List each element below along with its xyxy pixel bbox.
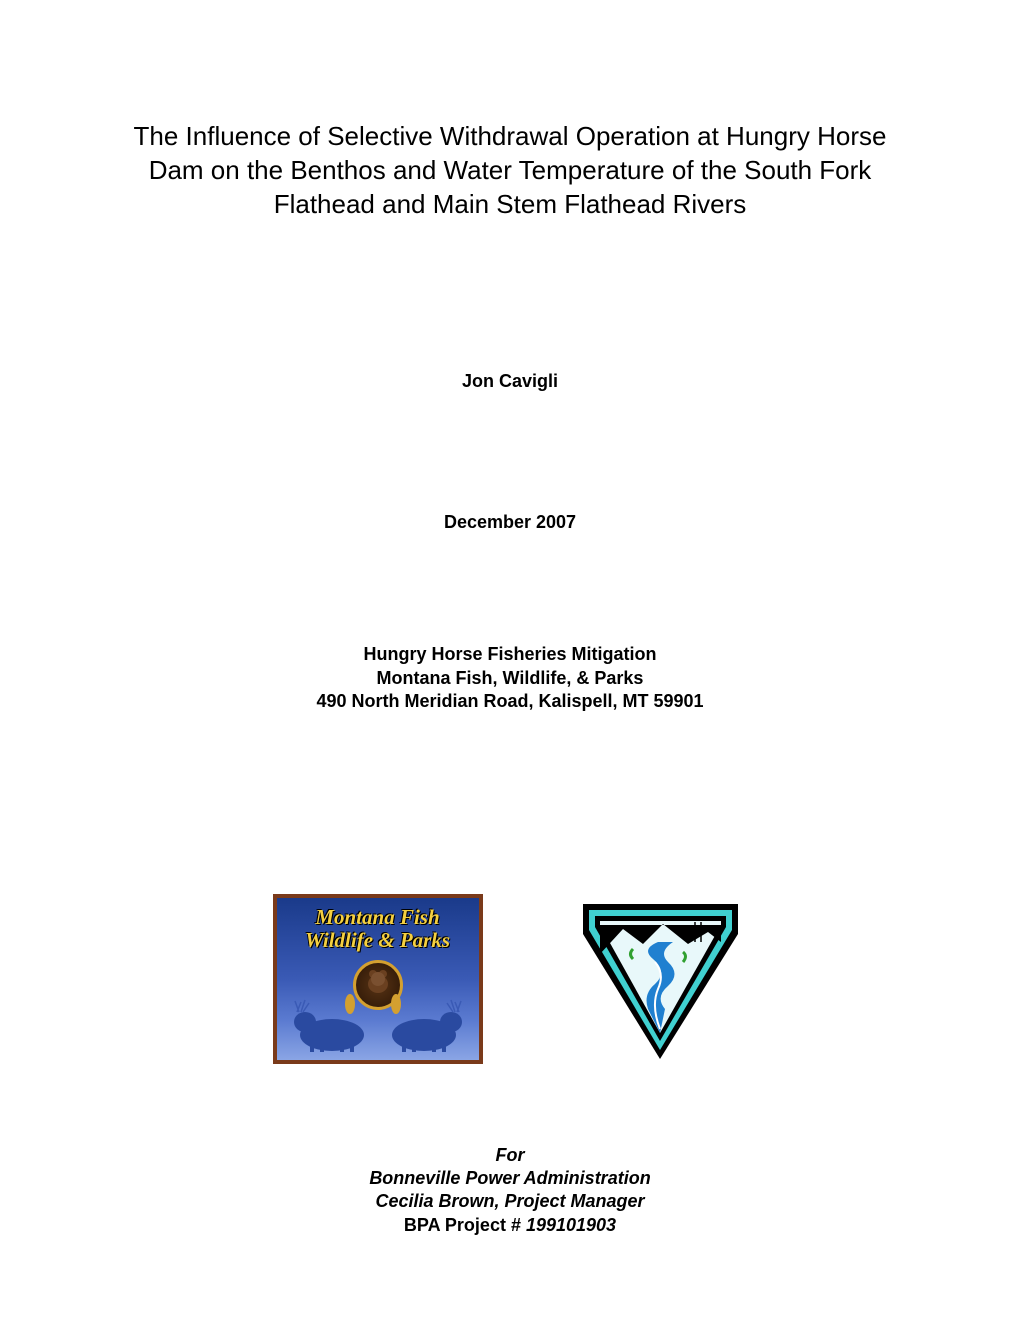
agency-address: 490 North Meridian Road, Kalispell, MT 5… bbox=[110, 690, 910, 713]
organization-block: Hungry Horse Fisheries Mitigation Montan… bbox=[110, 643, 910, 713]
document-page: The Influence of Selective Withdrawal Op… bbox=[0, 0, 1020, 1320]
footer-for-label: For bbox=[110, 1144, 910, 1167]
bear-icon bbox=[363, 966, 393, 996]
bpa-logo bbox=[573, 894, 748, 1064]
montana-fwp-logo: Montana Fish Wildlife & Parks bbox=[273, 894, 483, 1064]
project-label: BPA Project # bbox=[404, 1215, 526, 1235]
logo-row: Montana Fish Wildlife & Parks bbox=[110, 894, 910, 1064]
agency-name: Montana Fish, Wildlife, & Parks bbox=[110, 667, 910, 690]
author-name: Jon Cavigli bbox=[110, 371, 910, 392]
montana-fwp-logo-text: Montana Fish Wildlife & Parks bbox=[277, 906, 479, 952]
document-title: The Influence of Selective Withdrawal Op… bbox=[110, 120, 910, 221]
bpa-shield-icon bbox=[573, 894, 748, 1064]
footer-project: BPA Project # 199101903 bbox=[110, 1214, 910, 1237]
footer-agency: Bonneville Power Administration bbox=[110, 1167, 910, 1190]
project-number: 199101903 bbox=[526, 1215, 616, 1235]
elk-right-icon bbox=[384, 997, 469, 1052]
elk-left-icon bbox=[287, 997, 372, 1052]
footer-block: For Bonneville Power Administration Ceci… bbox=[110, 1144, 910, 1238]
footer-manager: Cecilia Brown, Project Manager bbox=[110, 1190, 910, 1213]
program-name: Hungry Horse Fisheries Mitigation bbox=[110, 643, 910, 666]
publication-date: December 2007 bbox=[110, 512, 910, 533]
